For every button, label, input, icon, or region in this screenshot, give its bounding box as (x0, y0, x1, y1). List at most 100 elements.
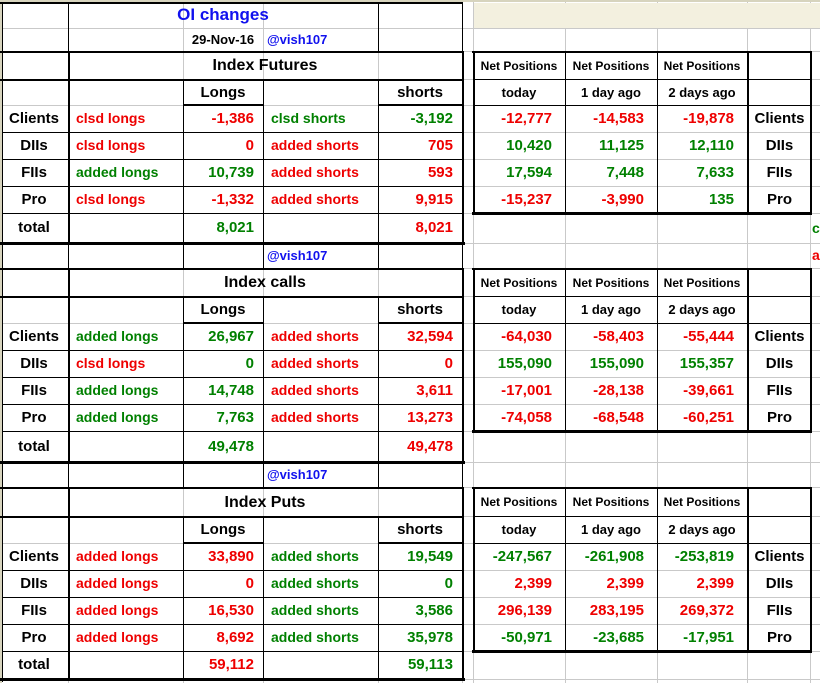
cell-puts-fiis-net-2: 269,372 (679, 602, 734, 619)
net-positions-header-calls-0: Net Positions (480, 276, 558, 290)
table-border (2, 132, 463, 133)
cell-puts-clients-net-1: -261,908 (584, 548, 644, 565)
table-border (472, 430, 812, 433)
cell-calls-clients-short-action: added shorts (271, 328, 359, 344)
row-label-calls-diis: DIIs (20, 355, 48, 372)
cell-futures-diis-long-value: 0 (245, 137, 254, 154)
cell-puts-diis-short-action: added shorts (271, 575, 359, 591)
cell-futures-fiis-net-2: 7,633 (696, 164, 734, 181)
net-positions-subheader-puts-0: today (501, 522, 537, 537)
table-border (183, 542, 263, 544)
row-label-futures-total: total (18, 219, 50, 236)
row-label-right-futures-diis: DIIs (765, 137, 794, 154)
cell-puts-diis-net-0: 2,399 (514, 575, 552, 592)
row-label-calls-total: total (18, 438, 50, 455)
table-border (462, 243, 463, 268)
cell-calls-total-longs: 49,478 (208, 438, 254, 455)
cell-calls-clients-net-2: -55,444 (683, 328, 734, 345)
table-border (0, 296, 464, 298)
cell-puts-clients-short-value: 19,549 (407, 548, 453, 565)
table-border (2, 570, 463, 571)
column-header-longs-puts: Longs (200, 521, 246, 538)
cell-calls-pro-short-action: added shorts (271, 409, 359, 425)
table-border (183, 296, 184, 462)
table-border (462, 462, 463, 487)
table-border (565, 487, 566, 651)
table-border (462, 51, 464, 245)
row-label-right-calls-pro: Pro (766, 409, 792, 426)
row-label-puts-total: total (18, 656, 50, 673)
table-border (378, 516, 379, 679)
cell-puts-fiis-long-action: added longs (76, 602, 159, 618)
table-border (0, 461, 465, 464)
cell-calls-pro-short-value: 13,273 (407, 409, 453, 426)
table-border (2, 651, 463, 652)
edge-text-fragment: c (812, 220, 820, 236)
cell-calls-diis-net-0: 155,090 (497, 355, 552, 372)
cell-puts-clients-net-0: -247,567 (492, 548, 552, 565)
row-label-futures-pro: Pro (21, 191, 47, 208)
cell-puts-clients-short-action: added shorts (271, 548, 359, 564)
cell-futures-total-longs: 8,021 (216, 219, 254, 236)
column-header-longs-calls: Longs (200, 301, 246, 318)
author-handle-separator-1: @vish107 (267, 467, 328, 482)
cell-calls-pro-net-0: -74,058 (501, 409, 552, 426)
table-border (0, 79, 464, 81)
table-border (263, 79, 264, 243)
row-label-calls-fiis: FIIs (21, 382, 47, 399)
cell-futures-diis-short-action: added shorts (271, 137, 359, 153)
table-border (472, 650, 812, 653)
table-border (473, 516, 810, 517)
table-border (263, 516, 264, 679)
cell-puts-pro-net-0: -50,971 (501, 629, 552, 646)
cell-futures-pro-long-value: -1,332 (211, 191, 254, 208)
cell-futures-diis-net-0: 10,420 (506, 137, 552, 154)
cell-calls-diis-long-action: clsd longs (76, 355, 146, 371)
table-border (378, 462, 379, 487)
cell-puts-diis-net-1: 2,399 (606, 575, 644, 592)
cell-futures-pro-short-action: added shorts (271, 191, 359, 207)
cell-futures-total-shorts: 8,021 (415, 219, 453, 236)
table-border (0, 678, 465, 681)
table-border (2, 2, 3, 682)
table-border (263, 296, 264, 462)
table-border (2, 377, 463, 378)
cell-calls-diis-short-value: 0 (444, 355, 453, 372)
row-label-right-puts-fiis: FIIs (766, 602, 793, 619)
cell-futures-diis-short-value: 705 (427, 137, 453, 154)
cell-calls-pro-long-action: added longs (76, 409, 159, 425)
table-border (0, 51, 464, 53)
page-title: OI changes (177, 5, 269, 24)
table-border (68, 268, 70, 462)
cell-futures-diis-net-1: 11,125 (598, 137, 644, 154)
cell-calls-pro-net-1: -68,548 (593, 409, 644, 426)
table-border (810, 51, 812, 213)
net-positions-header-puts-2: Net Positions (663, 495, 741, 509)
cell-puts-diis-net-2: 2,399 (696, 575, 734, 592)
cell-calls-clients-net-1: -58,403 (593, 328, 644, 345)
table-border (2, 186, 463, 187)
cell-puts-fiis-net-0: 296,139 (497, 602, 552, 619)
row-label-right-calls-diis: DIIs (765, 355, 794, 372)
net-positions-header-futures-2: Net Positions (663, 59, 741, 73)
net-positions-subheader-futures-2: 2 days ago (668, 85, 736, 100)
table-border (462, 268, 464, 464)
net-positions-subheader-calls-0: today (501, 302, 537, 317)
author-handle: @vish107 (267, 32, 328, 47)
cell-calls-fiis-long-value: 14,748 (208, 382, 254, 399)
table-border (2, 624, 463, 625)
cell-futures-diis-net-2: 12,110 (688, 137, 734, 154)
table-border (2, 350, 463, 351)
table-border (378, 79, 379, 243)
cell-calls-diis-short-action: added shorts (271, 355, 359, 371)
cell-calls-fiis-short-value: 3,611 (416, 382, 453, 399)
net-positions-subheader-calls-1: 1 day ago (581, 302, 641, 317)
table-border (462, 487, 464, 681)
cell-puts-total-shorts: 59,113 (407, 656, 453, 673)
report-date: 29-Nov-16 (191, 32, 255, 47)
author-handle-separator-0: @vish107 (267, 248, 328, 263)
cell-calls-diis-net-2: 155,357 (679, 355, 734, 372)
table-border (565, 51, 566, 213)
cell-puts-diis-long-action: added longs (76, 575, 159, 591)
